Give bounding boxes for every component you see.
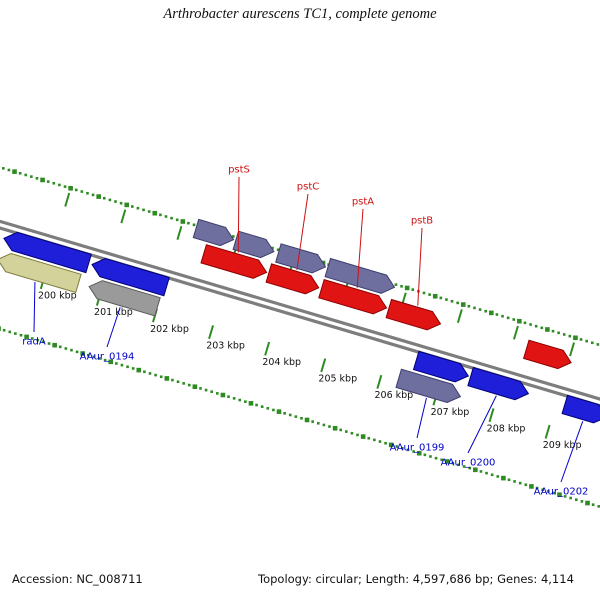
gene-arrow-pstC[interactable] <box>265 263 320 295</box>
leader-line <box>467 395 497 454</box>
gene-arrow-gene-a[interactable] <box>3 231 92 274</box>
gene-label-AAur_0202[interactable]: AAur_0202 <box>534 487 589 498</box>
gene-arrow-purple-4[interactable] <box>324 257 396 294</box>
gene-arrow-pstA[interactable] <box>318 278 388 315</box>
gene-arrow-AAur_0202[interactable] <box>561 394 600 424</box>
footer-accession: Accession: NC_008711 <box>12 572 143 586</box>
gene-arrow-AAur_0194[interactable] <box>88 280 161 317</box>
scale-label: 205 kbp <box>318 374 357 385</box>
scale-label: 207 kbp <box>431 407 470 418</box>
gene-labels: pstS pstC pstA pstB radA AAur_0194 AAur_0199 AA… <box>22 165 588 498</box>
gene-track <box>0 218 600 424</box>
gene-arrow-gene-b[interactable] <box>91 257 170 297</box>
scale-label: 203 kbp <box>206 340 245 351</box>
gene-arrow-pstB[interactable] <box>385 298 442 331</box>
gene-label-AAur_0194[interactable]: AAur_0194 <box>80 352 135 363</box>
scale-label: 204 kbp <box>262 357 301 368</box>
gene-label-pstC[interactable]: pstC <box>297 182 319 193</box>
gene-arrow-AAur_0200[interactable] <box>467 366 530 401</box>
leader-line <box>560 421 584 483</box>
leader-line <box>296 193 309 270</box>
gene-label-radA[interactable]: radA <box>22 337 46 348</box>
leader-line <box>356 208 364 288</box>
scale-label: 200 kbp <box>38 291 77 302</box>
scale-label: 201 kbp <box>94 307 133 318</box>
gene-arrow-purple-1[interactable] <box>192 218 235 247</box>
gene-arrow-purple-3[interactable] <box>275 243 327 274</box>
gene-arrow-radA[interactable] <box>0 252 82 294</box>
leader-line <box>237 176 240 253</box>
gene-arrow-pstS[interactable] <box>200 244 268 279</box>
minor-tick-rows <box>0 167 600 508</box>
scale-label: 202 kbp <box>150 324 189 335</box>
scale-label: 206 kbp <box>375 390 414 401</box>
leader-line <box>33 281 36 333</box>
leader-line <box>416 397 427 439</box>
gene-label-pstS[interactable]: pstS <box>228 165 250 176</box>
leader-line <box>417 227 423 306</box>
gene-arrow-purple-2[interactable] <box>232 230 275 259</box>
gene-arrow-gene-d[interactable] <box>522 339 572 370</box>
page-title: Arthrobacter aurescens TC1, complete gen… <box>163 6 437 22</box>
footer-genome-summary: Topology: circular; Length: 4,597,686 bp… <box>258 572 574 586</box>
scale-label: 208 kbp <box>487 423 526 434</box>
gene-label-AAur_0200[interactable]: AAur_0200 <box>441 458 496 469</box>
gene-label-pstA[interactable]: pstA <box>352 197 374 208</box>
gene-arrow-AAur_0199[interactable] <box>395 368 462 404</box>
gene-arrow-gene-c[interactable] <box>412 350 470 383</box>
scale-label: 209 kbp <box>543 440 582 451</box>
gene-label-pstB[interactable]: pstB <box>411 216 433 227</box>
kbp-ticks: 200 kbp 201 kbp 202 kbp 203 kbp 204 kbp 205 k… <box>38 192 582 451</box>
gene-label-AAur_0199[interactable]: AAur_0199 <box>390 443 445 454</box>
leader-line <box>106 307 121 348</box>
